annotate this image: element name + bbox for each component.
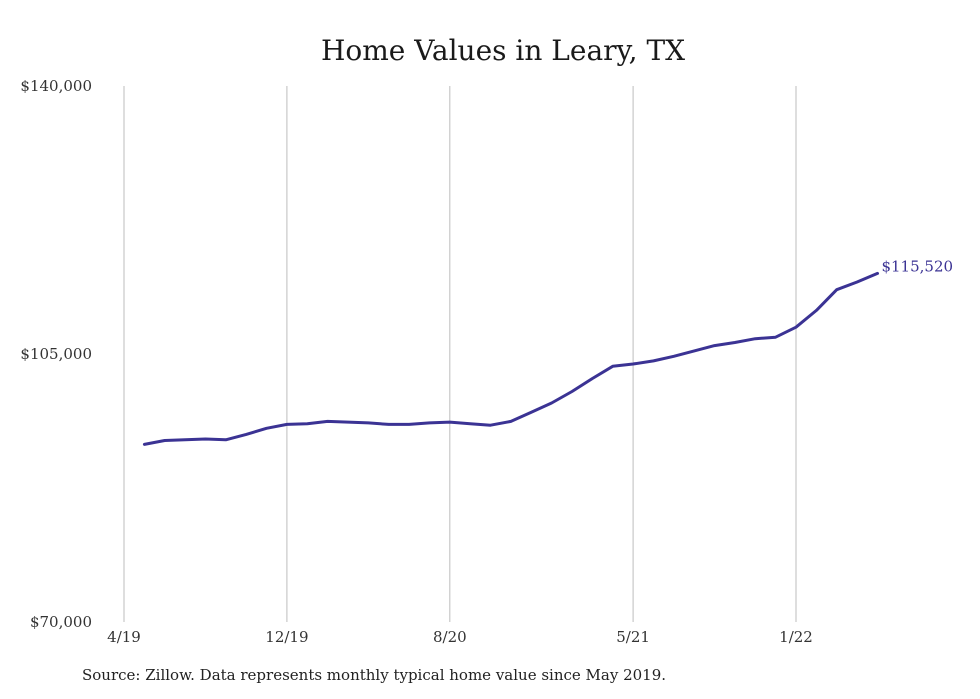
y-tick-label: $70,000 <box>30 613 92 631</box>
x-tick-label: 8/20 <box>433 628 467 646</box>
x-tick-label: 1/22 <box>779 628 813 646</box>
grid-lines <box>123 86 797 622</box>
y-tick-label: $140,000 <box>20 77 92 95</box>
source-note: Source: Zillow. Data represents monthly … <box>82 666 667 684</box>
x-tick-label: 12/19 <box>265 628 308 646</box>
x-axis-ticks: 4/19 12/19 8/20 5/21 1/22 <box>107 628 813 646</box>
y-tick-label: $105,000 <box>20 345 92 363</box>
series-group <box>142 271 879 446</box>
x-tick-label: 5/21 <box>616 628 650 646</box>
end-value-label: $115,520 <box>881 257 953 275</box>
y-axis-ticks: $70,000 $105,000 $140,000 <box>20 77 92 631</box>
chart-title: Home Values in Leary, TX <box>321 34 685 67</box>
series-line <box>142 271 879 446</box>
x-tick-label: 4/19 <box>107 628 141 646</box>
